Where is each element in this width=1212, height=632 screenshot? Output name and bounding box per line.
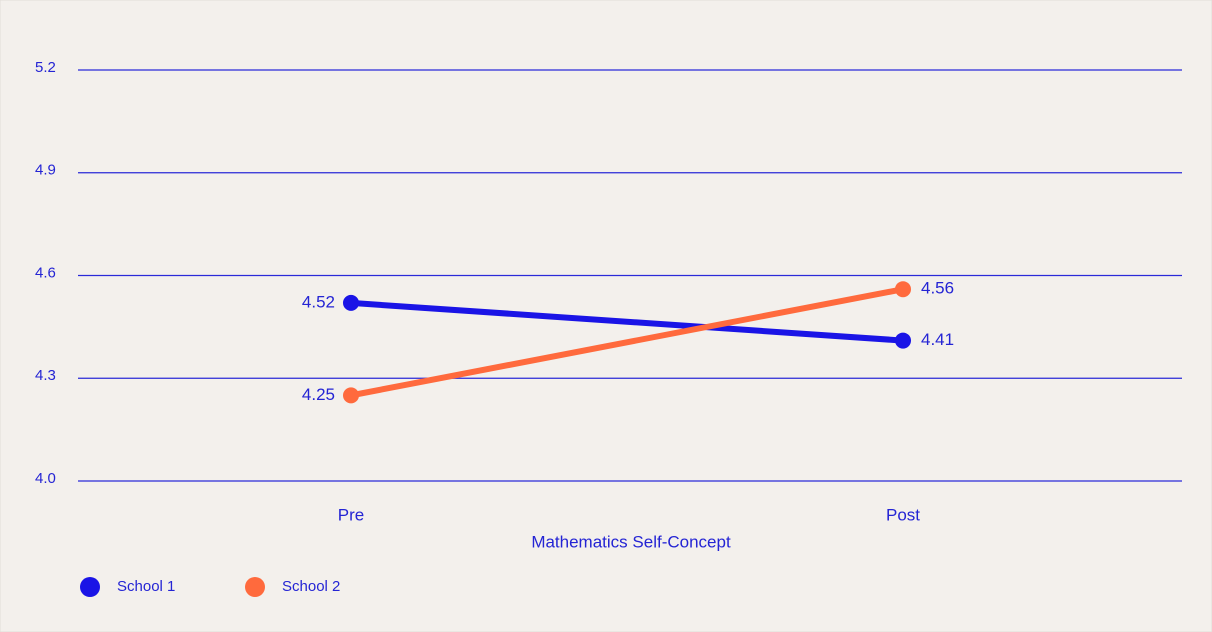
data-label: 4.56 — [921, 279, 954, 298]
data-point — [895, 332, 911, 349]
y-tick-label: 5.2 — [35, 59, 56, 76]
legend-label: School 2 — [282, 578, 340, 595]
legend-marker — [80, 577, 100, 597]
y-tick-label: 4.0 — [35, 470, 56, 487]
legend-marker — [245, 577, 265, 597]
y-tick-label: 4.6 — [35, 264, 56, 281]
data-point — [343, 294, 359, 311]
data-label: 4.41 — [921, 330, 954, 349]
series-line — [348, 299, 906, 344]
data-point — [895, 281, 911, 298]
legend-label: School 1 — [117, 578, 175, 595]
x-axis-label: Mathematics Self-Concept — [531, 532, 731, 551]
y-tick-label: 4.3 — [35, 367, 56, 384]
data-label: 4.25 — [302, 385, 335, 404]
data-label: 4.52 — [302, 292, 335, 311]
x-tick-label: Post — [886, 505, 920, 524]
x-tick-label: Pre — [338, 505, 364, 524]
series-line — [348, 286, 906, 399]
y-tick-label: 4.9 — [35, 162, 56, 179]
data-point — [343, 387, 359, 404]
